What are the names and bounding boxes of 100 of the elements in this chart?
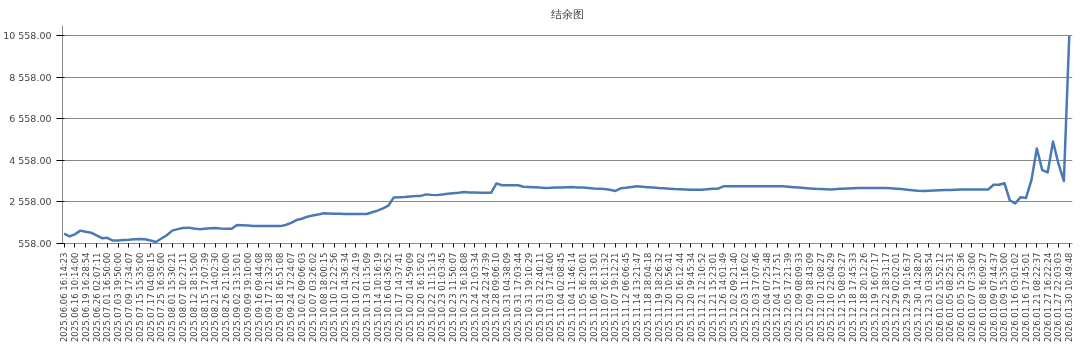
- x-tick-label: 2025.10.10 21:24:19: [350, 252, 361, 343]
- x-tick-label: 2025.11.05 16:20:01: [577, 252, 588, 343]
- x-tick-label: 2025.12.30 14:28:20: [912, 252, 923, 343]
- x-tick-label: 2025.09.02 13:15:01: [232, 252, 243, 343]
- x-tick-label: 2025.11.21 15:23:01: [707, 252, 718, 343]
- x-tick-label: 2025.08.07 10:27:11: [178, 252, 189, 343]
- x-tick-label: 2025.10.22 11:15:13: [426, 252, 437, 343]
- x-tick-label: 2025.10.08 18:00:15: [318, 252, 329, 343]
- x-tick-label: 2025.12.29 10:16:37: [902, 252, 913, 343]
- x-tick-label: 2025.06.16 10:14:00: [69, 252, 80, 343]
- x-tick-label: 2025.12.29 02:02:01: [891, 252, 902, 343]
- x-tick-label: 2025.11.04 02:08:45: [556, 252, 567, 343]
- x-tick-label: 2025.10.23 11:50:07: [448, 252, 459, 343]
- x-tick-label: 2025.12.03 11:16:02: [740, 252, 751, 343]
- x-tick-label: 2025.08.21 14:02:30: [210, 252, 221, 343]
- x-tick-label: 2026.01.27 22:03:03: [1053, 252, 1064, 343]
- x-tick-label: 2025.06.26 02:07:11: [91, 252, 102, 343]
- x-tick-label: 2025.08.15 17:07:39: [199, 252, 210, 343]
- x-tick-label: 2025.11.20 16:12:44: [675, 252, 686, 343]
- x-tick-label: 2025.10.10 14:36:34: [340, 252, 351, 343]
- x-tick-label: 2025.06.19 16:28:54: [80, 252, 91, 343]
- x-tick-label: 2025.10.20 16:15:02: [415, 252, 426, 343]
- y-tick-label: 8 558.00: [9, 71, 52, 83]
- x-tick-label: 2025.11.18 18:04:18: [642, 252, 653, 343]
- x-tick-label: 2025.07.15 15:35:00: [134, 252, 145, 343]
- x-tick-label: 2025.06.06 16:14:23: [59, 252, 70, 343]
- y-tick-label: 4 558.00: [9, 154, 52, 166]
- y-tick-label: 10 558.00: [3, 30, 52, 42]
- x-tick-label: 2026.01.07 07:33:00: [966, 252, 977, 343]
- x-tick-label: 2025.10.31 04:38:09: [502, 252, 513, 343]
- x-tick-label: 2025.07.01 16:50:00: [102, 252, 113, 343]
- x-tick-label: 2025.10.31 22:40:11: [534, 252, 545, 343]
- x-tick-label: 2025.07.25 16:35:00: [156, 252, 167, 343]
- x-tick-label: 2025.12.10 22:04:29: [826, 252, 837, 343]
- x-tick-label: 2026.01.16 17:45:01: [1021, 252, 1032, 343]
- x-tick-label: 2026.01.27 16:22:24: [1042, 252, 1053, 343]
- chart-title: 结余图: [551, 7, 584, 21]
- x-tick-label: 2025.08.12 18:15:00: [188, 252, 199, 343]
- x-tick-label: 2025.11.19 18:26:32: [653, 252, 664, 343]
- x-tick-label: 2025.08.26 21:10:00: [221, 252, 232, 343]
- x-tick-label: 2025.12.04 07:25:48: [761, 252, 772, 343]
- x-tick-label: 2025.12.19 16:07:17: [869, 252, 880, 343]
- x-tick-label: 2025.10.13 01:15:09: [361, 252, 372, 343]
- x-tick-label: 2026.01.30 10:49:48: [1064, 252, 1075, 343]
- x-tick-label: 2025.07.03 19:50:00: [113, 252, 124, 343]
- x-tick-label: 2026.01.09 15:35:00: [999, 252, 1010, 343]
- x-tick-label: 2025.11.20 19:45:34: [685, 252, 696, 343]
- x-tick-label: 2025.12.10 21:08:27: [815, 252, 826, 343]
- x-tick-label: 2025.12.09 08:09:33: [794, 252, 805, 343]
- y-tick-label: 558.00: [18, 238, 52, 249]
- x-tick-label: 2025.10.16 04:36:52: [383, 252, 394, 343]
- x-tick-label: 2025.10.17 14:37:41: [394, 252, 405, 343]
- x-tick-label: 2025.12.04 17:17:51: [772, 252, 783, 343]
- x-tick-label: 2025.10.23 16:18:08: [459, 252, 470, 343]
- x-tick-label: 2025.11.03 17:14:00: [545, 252, 556, 343]
- x-tick-label: 2025.11.26 14:01:49: [718, 252, 729, 343]
- x-tick-label: 2025.08.01 15:30:21: [167, 252, 178, 343]
- x-tick-label: 2025.11.12 06:06:45: [621, 252, 632, 343]
- x-tick-label: 2025.10.31 17:03:44: [513, 252, 524, 343]
- x-tick-label: 2025.12.05 17:21:39: [783, 252, 794, 343]
- x-tick-label: 2025.09.24 17:24:07: [286, 252, 297, 343]
- x-tick-label: 2025.12.31 03:38:54: [923, 252, 934, 343]
- x-tick-label: 2025.09.16 09:44:08: [253, 252, 264, 343]
- x-tick-label: 2025.10.23 01:03:45: [437, 252, 448, 343]
- x-tick-label: 2026.01.02 15:52:12: [934, 252, 945, 343]
- x-tick-label: 2025.11.21 12:10:52: [696, 252, 707, 343]
- x-tick-label: 2025.12.18 17:45:33: [848, 252, 859, 343]
- x-tick-label: 2025.12.15 08:03:27: [837, 252, 848, 343]
- x-tick-label: 2026.01.05 15:20:36: [956, 252, 967, 343]
- x-tick-label: 2025.09.18 16:51:08: [275, 252, 286, 343]
- x-tick-label: 2025.10.14 10:16:19: [372, 252, 383, 343]
- x-tick-label: 2025.12.22 18:31:17: [880, 252, 891, 343]
- x-tick-label: 2025.10.02 09:06:03: [296, 252, 307, 343]
- x-tick-label: 2025.10.10 12:22:56: [329, 252, 340, 343]
- x-tick-label: 2025.11.14 13:21:47: [631, 252, 642, 343]
- y-tick-label: 6 558.00: [9, 113, 52, 125]
- x-tick-label: 2025.10.24 22:47:39: [480, 252, 491, 343]
- x-tick-label: 2025.10.24 21:03:34: [469, 252, 480, 343]
- x-tick-label: 2026.01.05 08:25:31: [945, 252, 956, 343]
- x-tick-label: 2025.11.20 10:56:41: [664, 252, 675, 343]
- x-tick-label: 2025.10.07 03:26:02: [307, 252, 318, 343]
- x-tick-label: 2025.11.04 11:46:14: [567, 252, 578, 343]
- y-tick-label: 2 558.00: [9, 196, 52, 208]
- x-tick-label: 2025.09.09 19:10:00: [242, 252, 253, 343]
- x-tick-label: 2026.01.21 08:22:37: [1031, 252, 1042, 343]
- x-tick-label: 2025.07.09 17:34:07: [123, 252, 134, 343]
- x-tick-label: 2025.12.02 09:21:40: [729, 252, 740, 343]
- x-tick-label: 2025.10.31 19:10:29: [523, 252, 534, 343]
- x-tick-label: 2025.12.18 20:12:26: [858, 252, 869, 343]
- x-tick-label: 2025.11.06 18:13:01: [588, 252, 599, 343]
- x-tick-label: 2025.09.17 21:32:38: [264, 252, 275, 343]
- x-tick-label: 2025.07.17 04:08:15: [145, 252, 156, 343]
- x-tick-label: 2025.11.07 19:12:21: [610, 252, 621, 343]
- x-tick-label: 2025.12.09 18:43:09: [804, 252, 815, 343]
- x-tick-label: 2025.11.07 16:11:32: [599, 252, 610, 343]
- x-tick-label: 2025.10.20 14:59:09: [404, 252, 415, 343]
- x-tick-label: 2026.01.09 07:44:37: [988, 252, 999, 343]
- x-tick-label: 2026.01.16 03:01:02: [1010, 252, 1021, 343]
- x-tick-label: 2026.01.08 16:09:27: [977, 252, 988, 343]
- x-tick-label: 2025.12.03 17:07:46: [750, 252, 761, 343]
